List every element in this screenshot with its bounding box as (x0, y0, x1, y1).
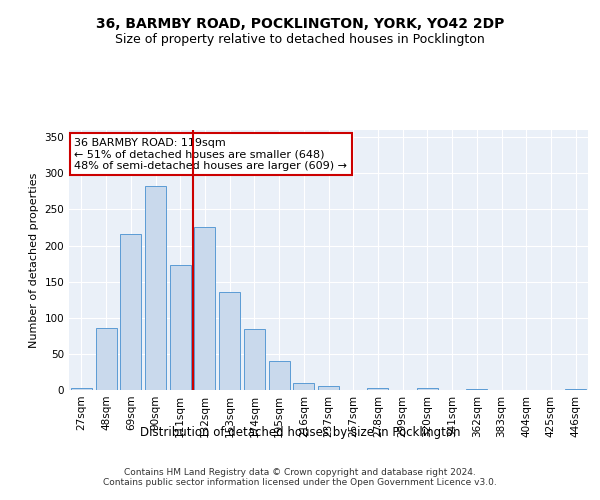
Bar (219, 292, 240, 390)
Bar (95, 328, 116, 390)
Bar (565, 388, 586, 390)
Text: Contains HM Land Registry data © Crown copyright and database right 2024.
Contai: Contains HM Land Registry data © Crown c… (103, 468, 497, 487)
Bar (318, 386, 339, 390)
Bar (170, 265, 191, 390)
Bar (244, 328, 265, 390)
Text: Size of property relative to detached houses in Pocklington: Size of property relative to detached ho… (115, 32, 485, 46)
Y-axis label: Number of detached properties: Number of detached properties (29, 172, 39, 348)
Bar (367, 388, 388, 390)
Bar (71, 388, 92, 390)
Bar (194, 227, 215, 390)
Bar (293, 383, 314, 390)
Text: 36 BARMBY ROAD: 119sqm
← 51% of detached houses are smaller (648)
48% of semi-de: 36 BARMBY ROAD: 119sqm ← 51% of detached… (74, 138, 347, 171)
Bar (417, 388, 438, 390)
Text: Distribution of detached houses by size in Pocklington: Distribution of detached houses by size … (140, 426, 460, 439)
Text: 36, BARMBY ROAD, POCKLINGTON, YORK, YO42 2DP: 36, BARMBY ROAD, POCKLINGTON, YORK, YO42… (96, 18, 504, 32)
Bar (120, 234, 141, 390)
Bar (145, 186, 166, 390)
Bar (269, 361, 290, 390)
